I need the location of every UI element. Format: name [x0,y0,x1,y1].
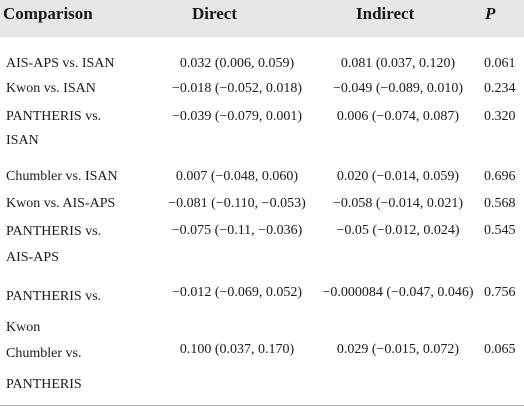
cell-indirect: −0.000084 (−0.047, 0.046) [322,285,474,300]
cell-p-value: 0.568 [484,196,516,211]
cell-indirect: 0.020 (−0.014, 0.059) [336,169,460,184]
header-indirect: Indirect [356,4,415,23]
table-header: Comparison Direct Indirect P [0,0,524,37]
cell-p-value: 0.320 [484,109,516,124]
cell-comparison: PANTHERIS vs. ISAN [6,109,102,148]
cell-direct: −0.039 (−0.079, 0.001) [171,109,303,124]
bottom-rule [0,405,524,406]
cell-indirect: 0.006 (−0.074, 0.087) [336,109,460,124]
cell-comparison: AIS-APS vs. ISAN [6,56,115,71]
cell-direct: −0.018 (−0.052, 0.018) [171,81,303,96]
cell-p-value: 0.061 [484,56,516,71]
cell-comparison: PANTHERIS vs. AIS-APS [6,224,102,265]
cell-indirect: −0.05 (−0.012, 0.024) [336,223,460,238]
cell-direct: 0.032 (0.006, 0.059) [179,56,295,71]
cell-indirect: 0.081 (0.037, 0.120) [340,56,456,71]
cell-comparison: Kwon vs. AIS-APS [6,196,116,211]
header-comparison: Comparison [3,4,93,23]
header-p-value: P [485,4,496,23]
cell-direct: 0.100 (0.037, 0.170) [179,342,295,357]
cell-p-value: 0.545 [484,223,516,238]
cell-direct: −0.012 (−0.069, 0.052) [171,285,303,300]
cell-p-value: 0.756 [484,285,516,300]
cell-p-value: 0.696 [484,169,516,184]
cell-direct: −0.075 (−0.11, −0.036) [171,223,303,238]
cell-direct: 0.007 (−0.048, 0.060) [175,169,299,184]
cell-direct: −0.081 (−0.110, −0.053) [168,196,306,211]
cell-comparison: Chumbler vs. ISAN [6,169,118,184]
cell-p-value: 0.234 [484,81,516,96]
cell-indirect: −0.058 (−0.014, 0.021) [332,196,464,211]
cell-indirect: −0.049 (−0.089, 0.010) [332,81,464,96]
cell-indirect: 0.029 (−0.015, 0.072) [336,342,460,357]
cell-comparison: Kwon vs. ISAN [6,81,96,96]
cell-p-value: 0.065 [484,342,516,357]
header-direct: Direct [192,4,237,23]
cell-comparison: Chumbler vs. PANTHERIS [6,346,82,392]
cell-comparison: PANTHERIS vs. Kwon [6,289,102,335]
